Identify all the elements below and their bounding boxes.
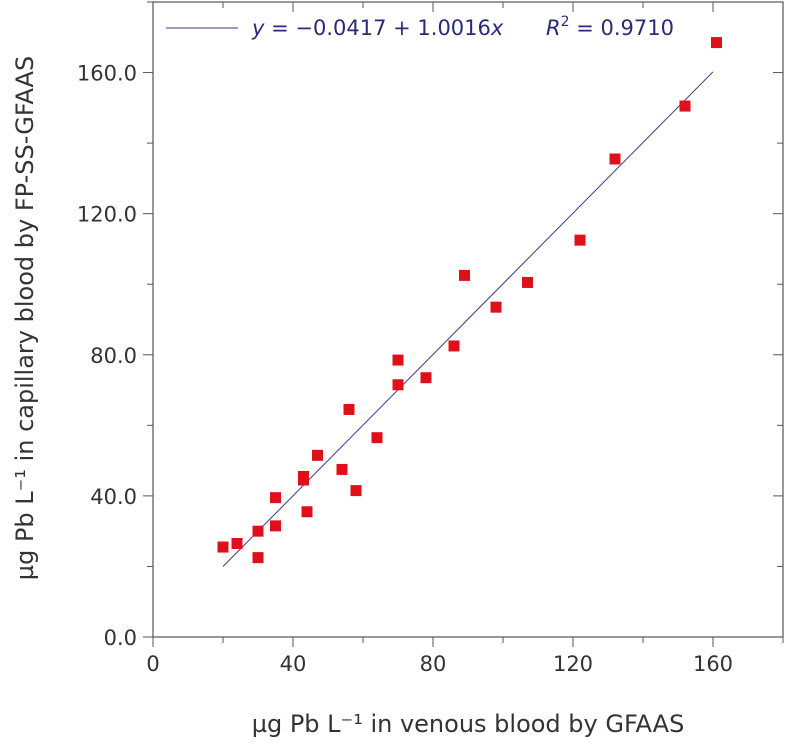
y-axis-label: µg Pb L⁻¹ in capillary blood by FP-SS-GF… bbox=[11, 56, 39, 580]
y-tick-label: 80.0 bbox=[90, 344, 137, 368]
x-tick-label: 0 bbox=[146, 652, 159, 676]
data-point bbox=[392, 379, 404, 391]
x-tick-label: 160 bbox=[693, 652, 733, 676]
data-point bbox=[609, 153, 621, 165]
data-point bbox=[336, 463, 348, 475]
fit-equation: y = −0.0417 + 1.0016x bbox=[251, 16, 504, 40]
data-point bbox=[711, 37, 722, 49]
r-squared: R2 = 0.9710 bbox=[546, 14, 674, 40]
data-point bbox=[252, 552, 264, 564]
data-point bbox=[231, 538, 243, 550]
data-point bbox=[448, 340, 460, 352]
data-point bbox=[371, 432, 383, 444]
fit-line-group bbox=[222, 71, 714, 567]
data-point bbox=[270, 520, 281, 532]
y-tick-label: 0.0 bbox=[104, 626, 137, 650]
data-point bbox=[490, 301, 502, 313]
data-point bbox=[574, 234, 586, 246]
y-tick-label: 40.0 bbox=[90, 485, 137, 509]
data-point bbox=[298, 474, 309, 486]
x-tick-label: 80 bbox=[420, 652, 447, 676]
y-axis: 0.0 40.0 80.0 120.0 160.0 bbox=[77, 1, 783, 650]
data-point bbox=[459, 269, 470, 281]
data-point bbox=[301, 506, 313, 518]
data-point bbox=[420, 372, 432, 384]
data-point bbox=[350, 485, 362, 497]
plot-frame bbox=[152, 1, 784, 638]
plot-border bbox=[152, 1, 784, 638]
y-tick-label: 120.0 bbox=[77, 203, 137, 227]
legend: y = −0.0417 + 1.0016x R2 = 0.9710 bbox=[166, 14, 674, 40]
data-point bbox=[252, 525, 264, 537]
x-tick-label: 120 bbox=[553, 652, 593, 676]
regression-line bbox=[222, 71, 714, 567]
x-axis: 0 40 80 120 160 bbox=[146, 2, 784, 676]
data-point bbox=[270, 492, 281, 504]
data-point bbox=[679, 100, 691, 112]
y-tick-label: 160.0 bbox=[77, 62, 137, 86]
data-point bbox=[312, 449, 323, 461]
data-point bbox=[392, 354, 404, 366]
x-tick-label: 40 bbox=[280, 652, 307, 676]
data-point bbox=[522, 276, 533, 288]
x-axis-label: µg Pb L⁻¹ in venous blood by GFAAS bbox=[252, 710, 685, 738]
data-point bbox=[217, 541, 229, 553]
data-point bbox=[343, 403, 355, 415]
data-points bbox=[217, 37, 722, 564]
